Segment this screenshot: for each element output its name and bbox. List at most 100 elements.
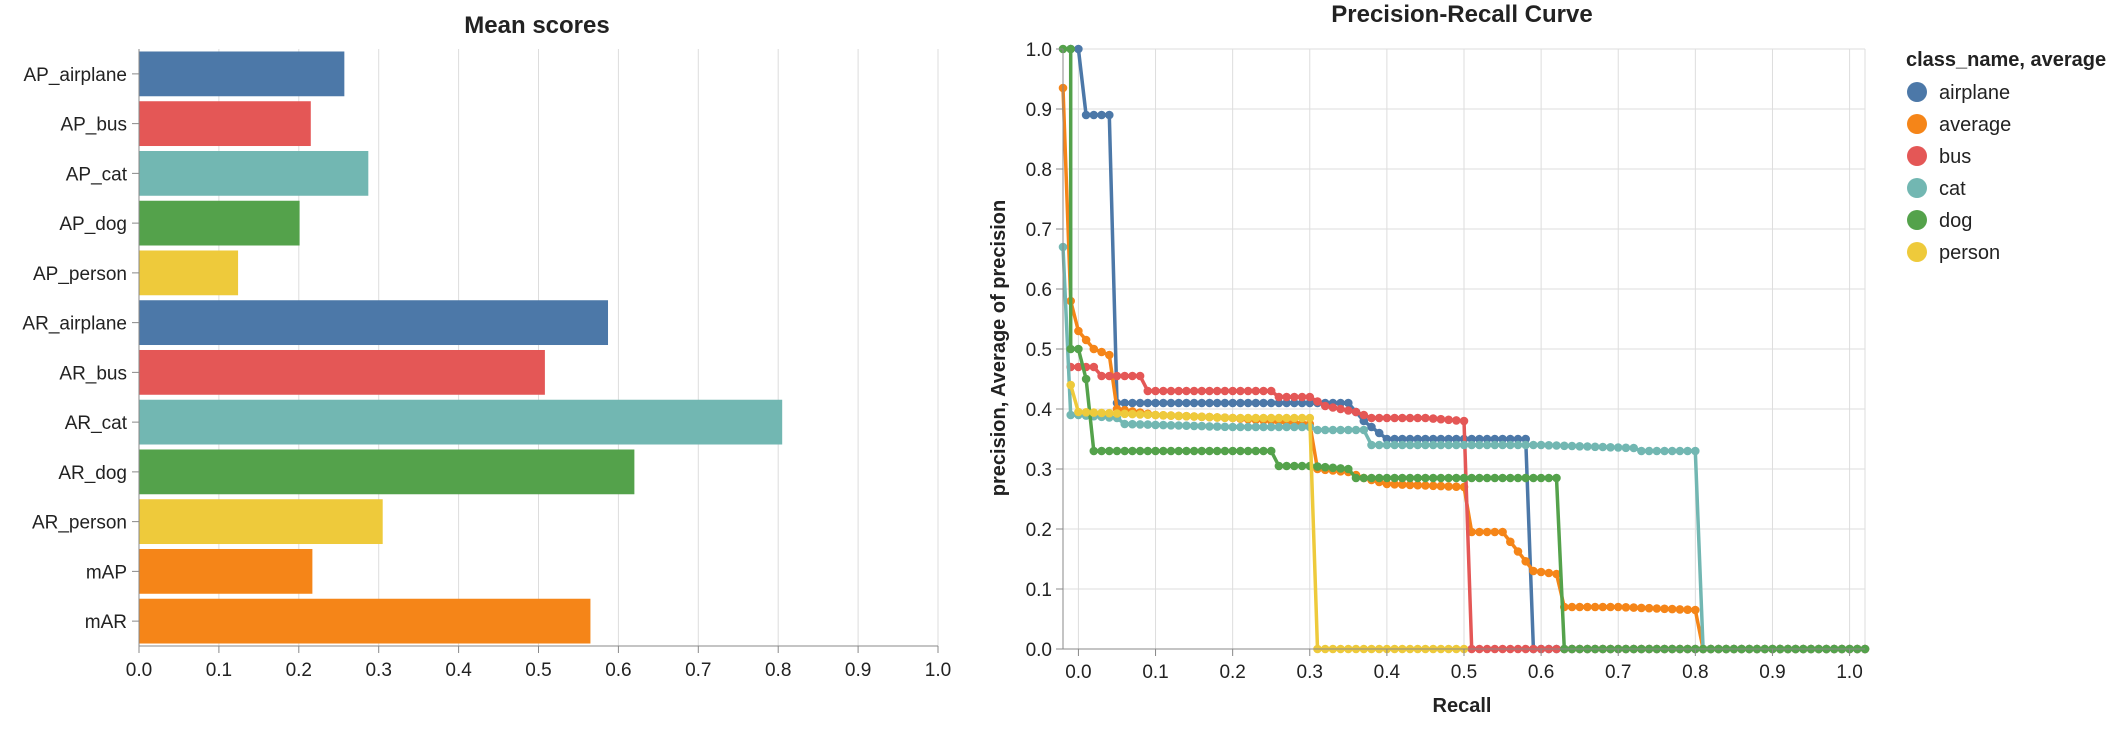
point-bus [1236, 386, 1245, 396]
point-person [1081, 408, 1091, 417]
point-dog [1197, 446, 1207, 456]
pr-x-axis-title: Recall [1433, 695, 1492, 717]
pr-y-tick-label: 0.6 [1026, 280, 1052, 301]
bar-map [139, 548, 313, 594]
pr-x-tick-label: 0.1 [1142, 662, 1168, 683]
point-dog [1066, 44, 1075, 54]
pr-y-tick-label: 0.5 [1026, 340, 1052, 361]
point-cat [1444, 440, 1453, 450]
point-cat [1189, 421, 1199, 431]
point-dog [1166, 446, 1176, 456]
point-bus [1266, 386, 1276, 396]
pr-x-tick-label: 0.4 [1374, 662, 1401, 683]
pr-y-tick-label: 0.1 [1026, 580, 1052, 601]
point-bus [1251, 386, 1261, 396]
point-bus [1143, 386, 1153, 396]
point-bus [1351, 407, 1361, 417]
bar-x-tick-label: 0.1 [206, 660, 232, 681]
point-cat [1675, 446, 1685, 456]
point-average [1629, 603, 1638, 612]
point-average [1382, 479, 1392, 489]
point-cat [1236, 422, 1245, 432]
point-airplane [1197, 398, 1207, 408]
point-person [1274, 413, 1284, 423]
point-airplane [1413, 434, 1422, 444]
point-cat [1243, 422, 1253, 432]
point-cat [1606, 443, 1615, 452]
pr-chart-grid [1063, 48, 1866, 650]
pr-chart-title: Precision-Recall Curve [1331, 1, 1592, 28]
point-cat [1560, 441, 1569, 451]
point-average [1390, 480, 1399, 489]
point-average [1490, 527, 1500, 537]
point-average [1637, 603, 1646, 613]
point-bus [1189, 386, 1199, 396]
point-cat [1274, 422, 1284, 432]
point-person [1097, 408, 1106, 418]
bar-ar-person [139, 499, 383, 545]
point-dog [1428, 473, 1438, 483]
point-dog [1444, 473, 1453, 483]
legend-symbol-airplane [1907, 82, 1927, 102]
point-cat [1544, 441, 1554, 450]
point-airplane [1282, 398, 1291, 408]
point-cat [1382, 440, 1392, 450]
point-average [1613, 602, 1623, 612]
pr-x-tick-label: 0.3 [1297, 662, 1323, 683]
point-cat [1436, 440, 1446, 450]
point-average [1652, 604, 1662, 613]
point-airplane [1521, 434, 1530, 444]
point-average [1529, 566, 1538, 576]
point-bus [1297, 392, 1307, 402]
point-airplane [1243, 398, 1253, 408]
point-airplane [1274, 398, 1284, 408]
point-average [1660, 604, 1669, 614]
point-average [1544, 568, 1554, 578]
point-bus [1459, 416, 1469, 426]
bar-x-tick-label: 0.4 [445, 660, 472, 681]
point-airplane [1498, 434, 1507, 444]
point-bus [1097, 371, 1106, 381]
pr-x-tick-label: 0.5 [1451, 662, 1477, 683]
point-dog [1074, 344, 1083, 354]
point-bus [1336, 404, 1345, 414]
point-average [1513, 547, 1523, 556]
point-bus [1174, 386, 1183, 396]
point-average [1105, 350, 1114, 360]
point-airplane [1444, 434, 1453, 444]
point-dog [1228, 446, 1237, 456]
point-airplane [1428, 434, 1438, 444]
point-bus [1089, 362, 1099, 372]
point-dog [1405, 473, 1415, 483]
point-person [1197, 412, 1207, 422]
point-cat [1421, 440, 1430, 450]
point-person [1182, 411, 1191, 421]
point-cat [1313, 425, 1322, 435]
point-dog [1475, 473, 1484, 483]
point-average [1428, 481, 1438, 491]
point-average [1413, 480, 1422, 490]
point-dog [1266, 446, 1276, 456]
point-bus [1166, 386, 1176, 396]
point-airplane [1182, 398, 1191, 408]
point-average [1606, 602, 1615, 612]
point-bus [1444, 415, 1453, 425]
point-cat [1359, 425, 1369, 435]
legend-label-average: average [1939, 114, 2011, 136]
point-bus [1205, 386, 1214, 396]
point-dog [1421, 473, 1430, 483]
point-cat [1590, 442, 1600, 452]
point-bus [1228, 386, 1237, 396]
pr-x-tick-label: 0.7 [1605, 662, 1631, 683]
point-cat [1259, 422, 1268, 432]
bar-category-label: AR_bus [59, 363, 127, 384]
point-airplane [1259, 398, 1268, 408]
point-cat [1166, 421, 1176, 430]
point-airplane [1482, 434, 1492, 444]
point-airplane [1405, 434, 1415, 444]
point-cat [1660, 446, 1669, 456]
point-bus [1259, 386, 1268, 396]
point-cat [1452, 440, 1461, 450]
point-airplane [1074, 44, 1083, 54]
